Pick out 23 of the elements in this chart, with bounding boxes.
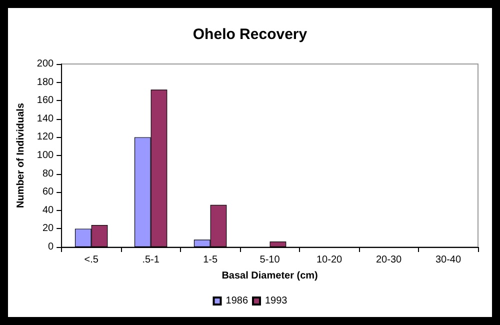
y-tick-label: 120 — [36, 132, 54, 143]
y-axis-title: Number of Individuals — [16, 102, 26, 208]
y-tick-label: 20 — [42, 223, 54, 234]
x-tick-label: 10-20 — [316, 254, 343, 266]
chart-title: Ohelo Recovery — [192, 26, 308, 43]
y-tick-label: 0 — [48, 242, 54, 252]
x-tick-label: .5-1 — [142, 254, 160, 266]
x-tick-label: <.5 — [84, 254, 99, 266]
legend-label: 1986 — [226, 296, 248, 306]
y-tick-label: 160 — [36, 95, 54, 106]
y-tick-label: 180 — [36, 76, 54, 88]
x-tick-label: 5-10 — [260, 254, 280, 266]
x-tick-label: 1-5 — [203, 254, 218, 266]
x-axis-title: Basal Diameter (cm) — [222, 270, 318, 282]
y-tick-label: 40 — [42, 204, 54, 216]
x-tick-label: 20-30 — [376, 254, 402, 266]
legend-label: 1993 — [265, 296, 288, 306]
y-tick-label: 200 — [36, 58, 54, 70]
y-tick-label: 100 — [36, 150, 54, 161]
y-tick-label: 140 — [36, 113, 54, 124]
x-tick-label: 30-40 — [435, 254, 462, 266]
y-tick-label: 60 — [42, 186, 54, 198]
y-tick-label: 80 — [42, 168, 54, 180]
